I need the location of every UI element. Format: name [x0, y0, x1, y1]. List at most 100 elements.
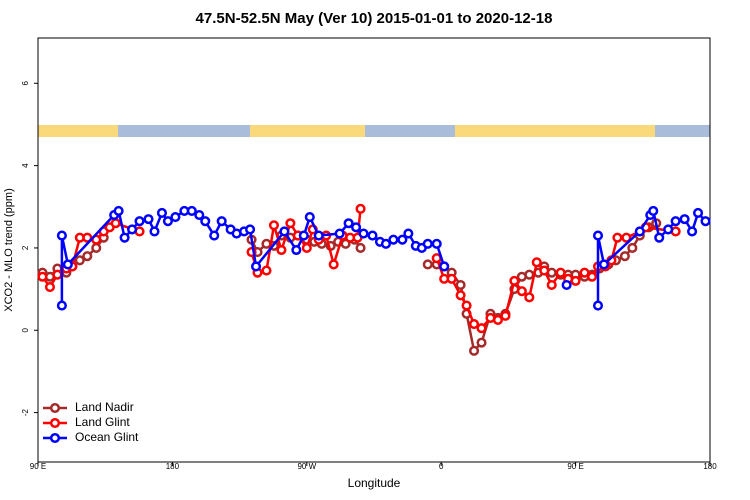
- data-point: [592, 300, 604, 311]
- data-point: [663, 224, 674, 235]
- data-point: [56, 300, 67, 311]
- data-point: [469, 345, 480, 356]
- data-point: [276, 244, 287, 256]
- data-point: [461, 300, 472, 311]
- data-point: [476, 323, 487, 334]
- y-tick-label: 2: [21, 245, 30, 250]
- data-point: [431, 238, 442, 249]
- data-point: [216, 216, 227, 227]
- data-point: [598, 259, 610, 270]
- data-point: [687, 226, 698, 237]
- y-tick-label: 6: [21, 81, 30, 86]
- data-point: [524, 269, 535, 280]
- data-point: [612, 232, 623, 243]
- data-point: [439, 261, 450, 272]
- x-tick-label: 90 W: [297, 462, 316, 471]
- data-point: [469, 319, 480, 330]
- land-ocean-strip: [38, 125, 710, 137]
- data-point: [119, 232, 130, 243]
- data-point: [380, 238, 391, 249]
- data-point: [143, 214, 154, 225]
- data-point: [301, 242, 312, 253]
- data-point: [422, 238, 433, 249]
- data-point: [56, 230, 67, 241]
- data-point: [285, 218, 296, 229]
- data-point: [127, 224, 138, 235]
- data-point: [110, 218, 121, 229]
- data-point: [446, 273, 457, 284]
- data-point: [654, 232, 665, 243]
- data-point: [82, 232, 93, 243]
- data-point: [355, 203, 366, 214]
- data-point: [586, 271, 598, 282]
- data-point: [700, 216, 711, 227]
- data-point: [149, 226, 160, 237]
- data-point: [524, 292, 535, 303]
- data-point: [250, 261, 262, 272]
- legend-label: Ocean Glint: [75, 430, 139, 444]
- data-point: [186, 205, 197, 216]
- data-point: [509, 275, 520, 286]
- data-point: [492, 314, 503, 326]
- data-point: [261, 265, 272, 276]
- data-point: [358, 228, 369, 239]
- data-point: [37, 271, 48, 282]
- data-point: [679, 214, 690, 225]
- data-point: [546, 279, 557, 291]
- x-tick-label: 90 E: [30, 462, 46, 471]
- data-point: [291, 244, 302, 256]
- data-point: [516, 286, 527, 297]
- data-point: [304, 212, 315, 223]
- data-point: [403, 228, 414, 239]
- data-point: [670, 216, 681, 227]
- data-point: [162, 216, 173, 227]
- data-point: [351, 222, 362, 233]
- data-point: [693, 207, 704, 219]
- data-point: [367, 230, 378, 241]
- legend-marker: [49, 432, 61, 444]
- data-point: [62, 259, 73, 270]
- data-point: [298, 230, 309, 241]
- data-point: [455, 290, 466, 301]
- data-point: [74, 255, 85, 266]
- data-point: [388, 234, 399, 245]
- data-point: [634, 226, 645, 237]
- y-tick-label: -2: [21, 409, 30, 417]
- data-point: [194, 209, 205, 221]
- legend-marker: [49, 417, 61, 429]
- series-line: [435, 226, 676, 330]
- land-band: [250, 125, 365, 137]
- legend-label: Land Nadir: [75, 400, 134, 414]
- legend-label: Land Glint: [75, 415, 130, 429]
- data-point: [621, 232, 632, 243]
- data-point: [268, 220, 279, 231]
- data-point: [82, 251, 93, 262]
- data-point: [328, 259, 339, 270]
- data-point: [134, 216, 145, 227]
- x-tick-label: 90 E: [567, 462, 583, 471]
- data-point: [156, 207, 167, 219]
- data-point: [355, 242, 366, 253]
- data-point: [539, 265, 550, 276]
- y-tick-label: 4: [21, 163, 30, 168]
- data-point: [245, 224, 256, 235]
- land-band: [455, 125, 655, 137]
- data-point: [170, 212, 181, 223]
- x-tick-label: 180: [703, 462, 717, 471]
- data-point: [476, 337, 487, 348]
- y-axis-label: XCO2 - MLO trend (ppm): [3, 188, 15, 311]
- data-point: [279, 226, 290, 237]
- data-point: [555, 267, 566, 278]
- data-point: [334, 228, 345, 239]
- x-tick-label: 180: [166, 462, 180, 471]
- data-point: [52, 269, 63, 280]
- data-point: [455, 279, 466, 291]
- data-point: [343, 218, 354, 229]
- data-point: [44, 281, 55, 293]
- data-point: [422, 259, 433, 270]
- x-tick-label: 0: [439, 462, 444, 471]
- data-point: [627, 242, 638, 253]
- plot-frame: [37, 37, 711, 463]
- legend-marker: [49, 402, 61, 414]
